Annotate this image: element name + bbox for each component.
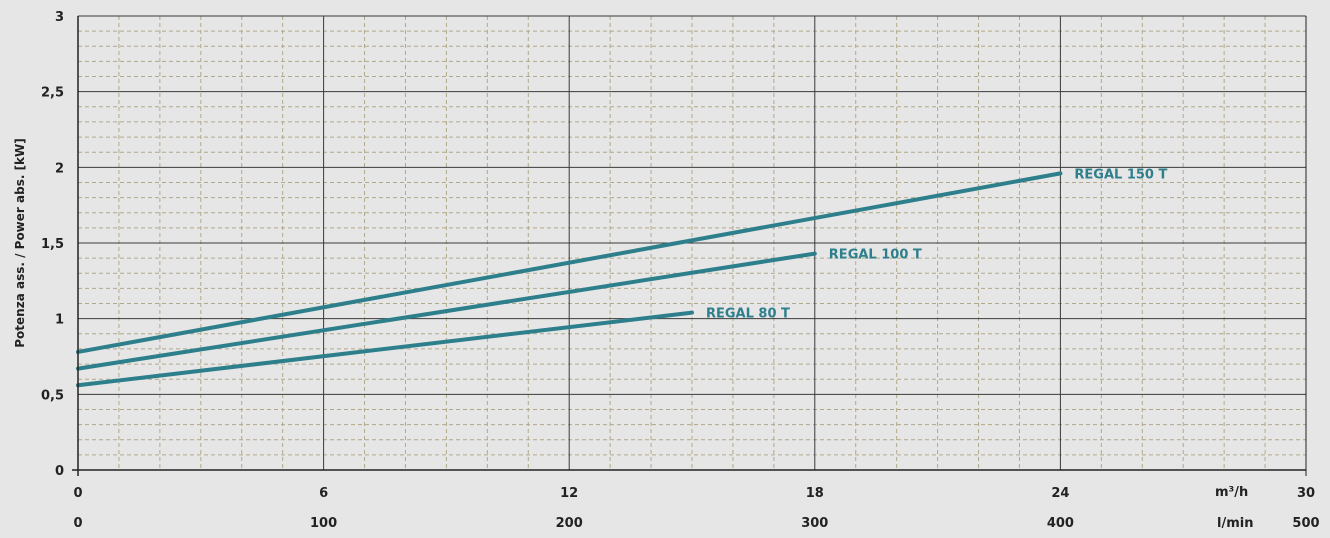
axes — [72, 16, 1307, 476]
series-line — [76, 171, 1063, 354]
x-tick-label-primary: 18 — [806, 486, 824, 501]
x-tick-label-secondary: 300 — [801, 516, 828, 531]
x-tick-label-secondary: 200 — [556, 516, 583, 531]
series-label: REGAL 150 T — [1074, 167, 1167, 182]
y-tick-label: 1,5 — [41, 237, 64, 252]
y-tick-label: 0 — [55, 464, 64, 479]
x-axis-unit-primary: m³/h — [1215, 485, 1248, 500]
series-line — [76, 251, 817, 371]
x-tick-label-secondary: 0 — [73, 516, 82, 531]
x-tick-label-secondary: 400 — [1047, 516, 1074, 531]
y-tick-label: 2 — [55, 161, 64, 176]
x-tick-label-primary: 30 — [1297, 486, 1315, 501]
y-tick-label: 3 — [55, 10, 64, 25]
y-tick-label: 0,5 — [41, 388, 64, 403]
y-axis-label: Potenza ass. / Power abs. [kW] — [13, 138, 27, 348]
x-tick-label-primary: 24 — [1051, 486, 1069, 501]
major-grid — [78, 15, 1306, 470]
x-tick-label-primary: 0 — [73, 486, 82, 501]
tick-labels: 00,511,522,530 6 12 18 24 300 100 200 300 400 500 — [41, 10, 1320, 531]
x-axis-unit-secondary: l/min — [1217, 516, 1253, 531]
x-tick-label-secondary: 500 — [1292, 516, 1319, 531]
series-label: REGAL 100 T — [829, 248, 922, 263]
x-tick-label-primary: 6 — [319, 486, 328, 501]
series-lines: REGAL 150 T REGAL 100 T REGAL 80 T — [76, 167, 1167, 388]
series-line — [76, 310, 694, 388]
y-tick-label: 1 — [55, 313, 64, 328]
y-tick-label: 2,5 — [41, 86, 64, 101]
series-label: REGAL 80 T — [706, 307, 790, 322]
x-tick-label-secondary: 100 — [310, 516, 337, 531]
x-tick-label-primary: 12 — [560, 486, 578, 501]
